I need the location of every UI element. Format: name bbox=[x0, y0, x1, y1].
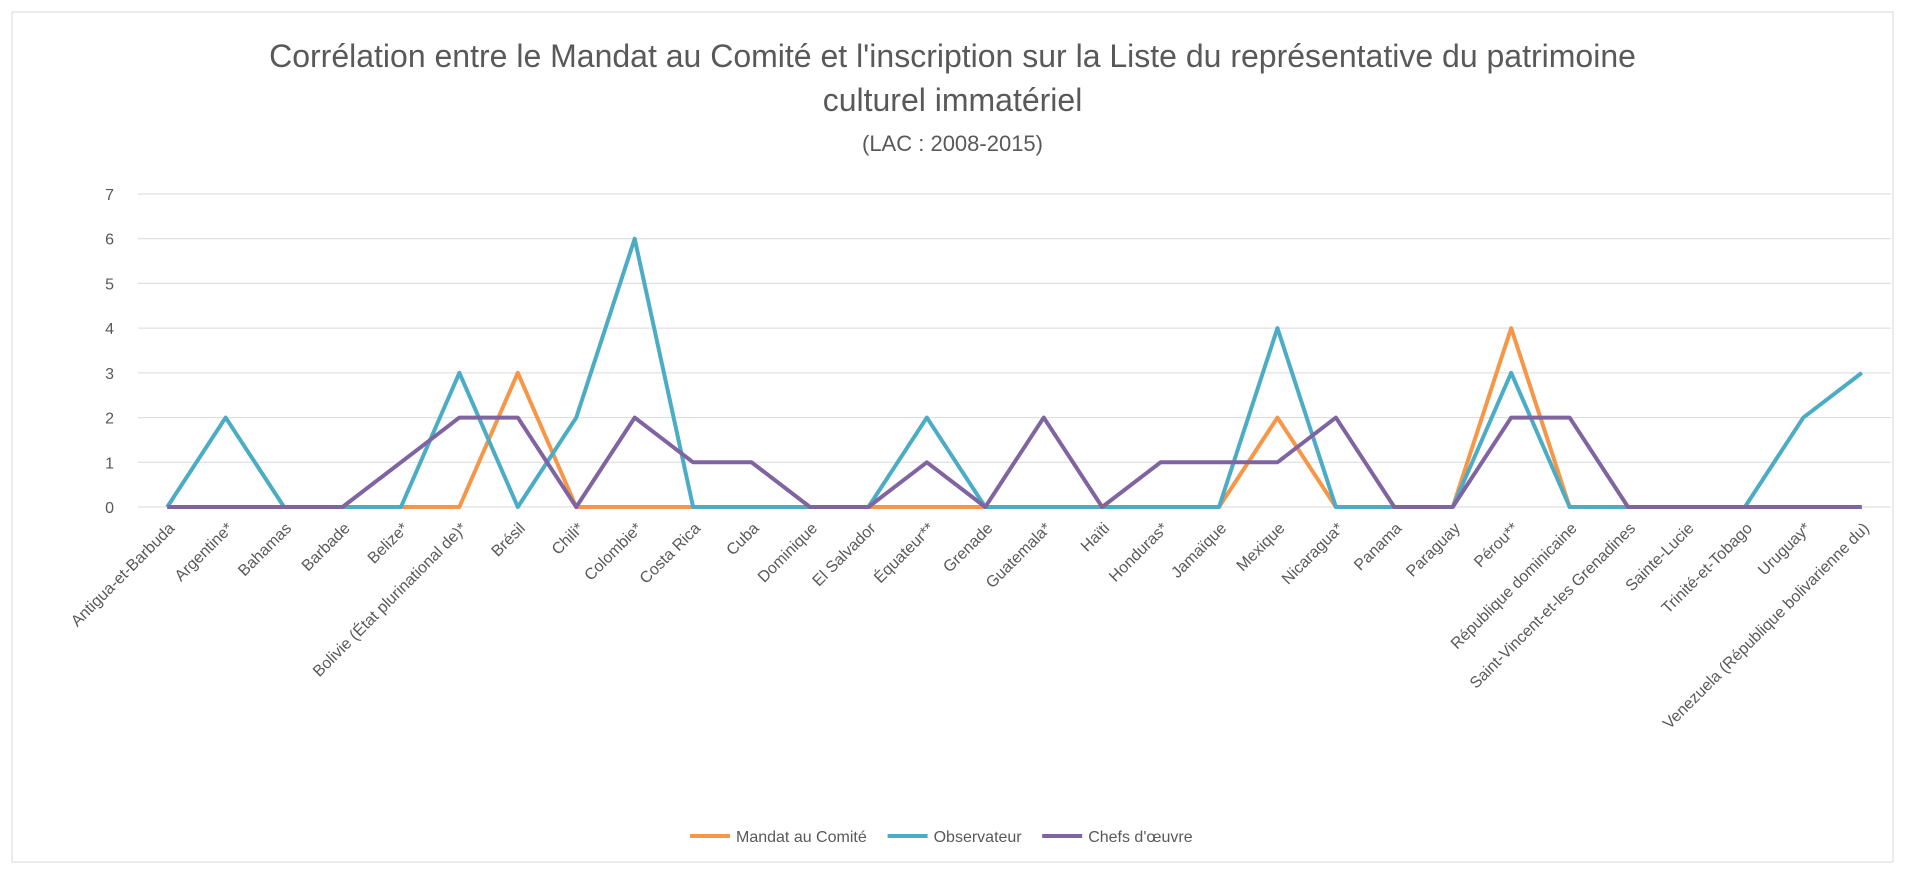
x-tick-label: Cuba bbox=[724, 520, 763, 559]
chart-subtitle: (LAC : 2008-2015) bbox=[862, 131, 1043, 156]
x-tick-label: Haïti bbox=[1078, 520, 1113, 555]
y-tick-label: 1 bbox=[105, 455, 114, 472]
legend-label: Mandat au Comité bbox=[736, 829, 867, 846]
x-tick-label: Argentine* bbox=[172, 520, 237, 585]
legend-label: Chefs d'œuvre bbox=[1088, 829, 1193, 846]
legend-label: Observateur bbox=[934, 829, 1023, 846]
x-tick-label: Chili* bbox=[549, 520, 587, 558]
x-tick-label: Équateur** bbox=[870, 519, 938, 587]
x-tick-label: Barbade bbox=[299, 520, 354, 575]
y-tick-label: 7 bbox=[105, 187, 114, 204]
x-tick-label: Panama bbox=[1351, 520, 1405, 574]
y-tick-label: 3 bbox=[105, 366, 114, 383]
x-tick-label: Grenade bbox=[940, 520, 996, 576]
x-tick-label: Bahamas bbox=[235, 520, 295, 580]
x-tick-label: Costa Rica bbox=[637, 520, 704, 587]
x-tick-label: Paraguay bbox=[1403, 520, 1463, 580]
x-tick-label: Belize* bbox=[365, 520, 412, 567]
chart-border bbox=[11, 11, 1894, 863]
series-line bbox=[165, 236, 1863, 509]
x-tick-label: Venezuela (République bolivarienne du) bbox=[1660, 520, 1873, 733]
series-line bbox=[167, 415, 1862, 509]
y-tick-label: 2 bbox=[105, 411, 114, 428]
x-tick-label: Pérou** bbox=[1471, 520, 1522, 571]
x-tick-label: Brésil bbox=[489, 520, 529, 560]
x-tick-label: Nicaragua* bbox=[1279, 520, 1347, 588]
y-tick-label: 0 bbox=[105, 500, 114, 517]
x-tick-label: El Salvador bbox=[810, 520, 880, 590]
y-tick-label: 5 bbox=[105, 276, 114, 293]
x-tick-label: Honduras* bbox=[1106, 520, 1171, 585]
x-tick-label: Jamaïque bbox=[1168, 520, 1230, 582]
x-tick-label: Antigua-et-Barbuda bbox=[68, 520, 178, 630]
x-tick-label: Colombie* bbox=[582, 520, 646, 584]
chart-title: Corrélation entre le Mandat au Comité et… bbox=[269, 38, 1636, 118]
y-tick-label: 4 bbox=[105, 321, 114, 338]
x-tick-label: Mexique bbox=[1234, 520, 1289, 575]
x-tick-label: Uruguay* bbox=[1755, 520, 1814, 579]
y-tick-label: 6 bbox=[105, 232, 114, 249]
